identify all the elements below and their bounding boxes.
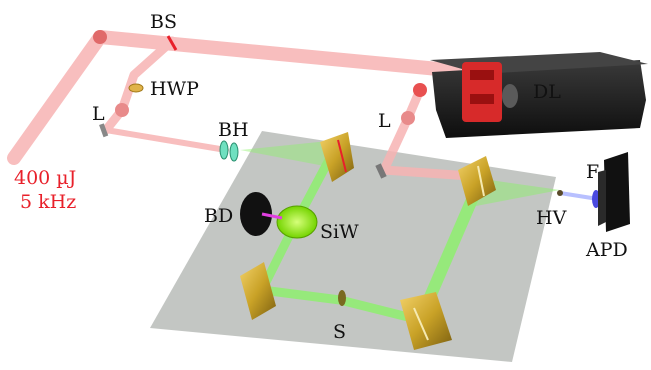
pump-beam-to-bh [103,127,229,153]
label-bh: BH [218,119,249,141]
label-l-right: L [378,110,391,132]
label-apd: APD [585,239,628,261]
gold-mirror-right-top [458,156,496,206]
pump-beam-hwp-branch [101,36,177,135]
input-mirror [93,30,107,44]
high-voltage-element [557,190,563,196]
gold-mirror-bottom-left [240,262,276,320]
label-bd: BD [204,205,233,227]
beam-splitter [166,35,178,51]
beam-halver-1 [219,140,229,160]
delay-line-stage [430,52,648,138]
apd-detector [598,152,630,232]
sample [338,290,346,306]
lens-left [115,103,129,117]
silicon-window [276,205,318,239]
label-hv: HV [536,207,567,229]
lens-right [401,111,415,125]
label-l-left: L [92,103,105,125]
pump-beam-to-dl [93,30,477,79]
delayed-beam [379,85,475,181]
half-wave-plate [128,83,144,93]
probe-beam [559,191,599,201]
gold-mirror-bottom-right [400,292,452,350]
beam-halver-2 [229,142,239,162]
gold-mirror-top [320,132,354,182]
label-bs: BS [150,11,177,33]
label-hwp: HWP [150,78,199,100]
source-energy: 400 µJ [14,167,76,189]
mirror-left [99,123,109,138]
beam-dump [240,192,272,236]
label-f: F [586,161,599,183]
pump-beam-path [7,30,477,181]
mirror-right [375,163,387,179]
source-rate: 5 kHz [20,191,76,213]
label-siw: SiW [320,221,359,243]
label-dl: DL [533,81,561,103]
pump-beam-input [7,30,107,165]
label-s: S [333,321,346,343]
beam-dump-beam [261,212,283,220]
dl-mirror-top [413,83,427,97]
